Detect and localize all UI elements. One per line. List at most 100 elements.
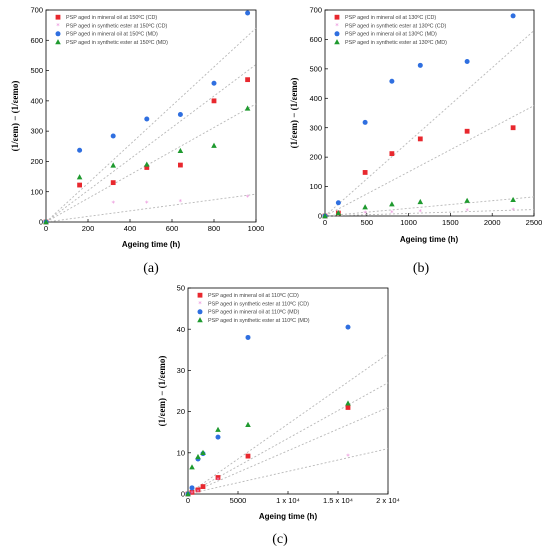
data-point — [76, 174, 83, 180]
y-tick-label: 600 — [30, 36, 43, 45]
data-point — [417, 136, 423, 142]
y-tick-label: 700 — [30, 6, 43, 15]
data-point — [211, 98, 217, 104]
data-point — [110, 133, 116, 139]
legend-marker — [197, 309, 203, 315]
legend-marker: * — [56, 22, 60, 30]
y-axis-label: (1/εem) − (1/εemo) — [289, 78, 299, 149]
trend-line — [45, 193, 257, 223]
data-point — [244, 105, 251, 111]
data-point — [362, 170, 368, 175]
x-tick-label: 200 — [82, 224, 95, 233]
plot-frame — [324, 9, 535, 217]
data-point — [144, 116, 150, 122]
data-point — [417, 62, 423, 68]
data-point: * — [190, 489, 194, 497]
y-tick-label: 100 — [30, 187, 43, 196]
x-tick-label: 0 — [323, 218, 327, 227]
data-point — [178, 162, 183, 168]
y-tick-label: 0 — [181, 490, 185, 499]
data-point — [345, 324, 351, 330]
chart-panel-a: (1/εem) − (1/εemo) Ageing time (h) (a) 0… — [10, 6, 264, 276]
x-axis-label: Ageing time (h) — [400, 235, 459, 244]
y-tick-label: 100 — [309, 182, 322, 191]
data-point: * — [511, 207, 515, 215]
x-tick-label: 1.5 x 10⁴ — [323, 496, 353, 505]
data-point — [464, 128, 470, 134]
data-point — [195, 487, 201, 493]
data-point — [510, 13, 516, 19]
x-tick-label: 2 x 10⁴ — [376, 496, 400, 505]
legend-entry: PSP aged in mineral oil at 130ºC (CD) — [345, 15, 436, 21]
data-point: * — [246, 194, 250, 202]
data-point: * — [179, 198, 183, 206]
trend-line — [324, 105, 535, 217]
legend-entry: PSP aged in synthetic ester at 150ºC (MD… — [66, 40, 168, 46]
trend-line — [324, 209, 535, 217]
data-point — [185, 491, 191, 497]
data-point: * — [390, 209, 394, 217]
y-tick-label: 0 — [318, 212, 322, 221]
x-tick-label: 1 x 10⁴ — [276, 496, 300, 505]
data-point — [335, 210, 342, 216]
data-point — [335, 200, 341, 206]
y-tick-label: 50 — [177, 284, 185, 293]
data-point: * — [363, 210, 367, 218]
data-point — [417, 198, 424, 205]
y-tick-label: 500 — [309, 64, 322, 73]
legend-entry: PSP aged in synthetic ester at 110ºC (CD… — [208, 301, 309, 307]
chart-panel-c: (1/εem) − (1/εemo) Ageing time (h) (c) 0… — [157, 284, 400, 547]
x-tick-label: 1500 — [442, 218, 459, 227]
x-tick-label: 600 — [166, 224, 179, 233]
y-tick-label: 0 — [39, 218, 43, 227]
data-point: * — [145, 199, 149, 207]
legend-marker — [334, 14, 340, 20]
x-axis-label: Ageing time (h) — [122, 240, 181, 249]
trend-line — [187, 448, 389, 495]
panel-caption: (a) — [143, 261, 159, 276]
y-tick-label: 700 — [309, 6, 322, 15]
x-tick-label: 2000 — [484, 218, 501, 227]
x-tick-label: 400 — [124, 224, 137, 233]
y-tick-label: 30 — [177, 366, 185, 375]
y-axis-label: (1/εem) − (1/εemo) — [157, 356, 167, 427]
y-tick-label: 40 — [177, 325, 185, 334]
data-point — [189, 485, 195, 491]
plot-frame — [45, 9, 257, 223]
panel-caption: (c) — [272, 532, 288, 547]
trend-line — [324, 30, 535, 217]
legend-entry: PSP aged in mineral oil at 110ºC (MD) — [208, 310, 300, 316]
legend-marker — [55, 14, 61, 20]
data-point — [362, 204, 368, 210]
data-point — [510, 125, 516, 131]
data-point: * — [196, 488, 200, 496]
y-tick-label: 400 — [309, 94, 322, 103]
trend-line — [45, 27, 257, 223]
data-point — [110, 180, 116, 186]
data-point — [177, 147, 184, 154]
trend-line — [187, 353, 389, 495]
data-point — [144, 165, 150, 170]
legend-marker — [55, 39, 61, 45]
legend-marker — [55, 31, 61, 37]
x-tick-label: 2500 — [526, 218, 543, 227]
data-point — [189, 464, 195, 470]
x-tick-label: 1000 — [400, 218, 417, 227]
x-axis-label: Ageing time (h) — [259, 512, 318, 521]
trend-line — [324, 196, 535, 217]
y-tick-label: 200 — [30, 157, 43, 166]
legend-entry: PSP aged in mineral oil at 130ºC (MD) — [345, 32, 437, 38]
legend-marker — [334, 39, 340, 45]
data-point: * — [216, 476, 220, 484]
y-tick-label: 300 — [309, 123, 322, 132]
data-point — [245, 10, 251, 16]
panel-caption: (b) — [413, 261, 430, 276]
data-point — [211, 80, 217, 86]
y-tick-label: 10 — [177, 448, 185, 457]
data-point: * — [111, 200, 115, 208]
data-point — [345, 405, 351, 410]
data-point — [245, 334, 251, 340]
data-point — [189, 489, 195, 495]
y-tick-label: 300 — [30, 127, 43, 136]
